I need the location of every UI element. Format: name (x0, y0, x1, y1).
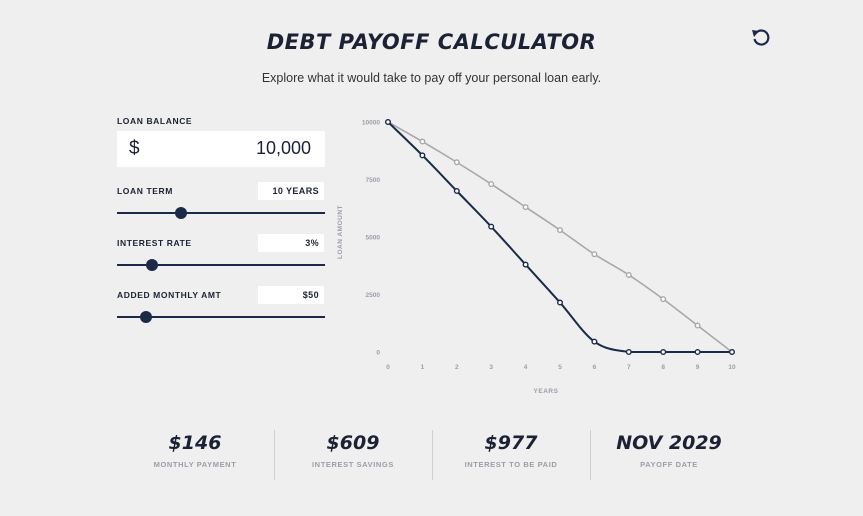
added-monthly-label: ADDED MONTHLY AMT (117, 290, 222, 300)
y-tick-label: 10000 (362, 120, 380, 127)
stat-monthly-payment: $146 MONTHLY PAYMENT (120, 432, 270, 469)
y-tick-label: 2500 (366, 292, 381, 299)
data-point (419, 152, 426, 159)
divider (274, 430, 275, 480)
loan-term-slider-track[interactable] (117, 212, 325, 214)
data-point (488, 223, 495, 230)
loan-balance-label: LOAN BALANCE (117, 116, 193, 126)
data-point (591, 338, 598, 345)
loan-term-label: LOAN TERM (117, 186, 173, 196)
stat-value: $977 (484, 432, 538, 454)
loan-chart: 10000 7500 5000 2500 0 0 1 2 3 4 5 6 7 8 9 10 LOAN AMO… (337, 119, 736, 395)
data-point (419, 138, 426, 145)
data-point (488, 181, 495, 188)
added-monthly-value[interactable]: $50 (258, 286, 324, 304)
stat-interest-to-be-paid: $977 INTEREST TO BE PAID (436, 432, 586, 469)
x-tick-label: 6 (593, 364, 597, 371)
y-tick-label: 5000 (366, 235, 381, 242)
x-tick-label: 3 (489, 364, 493, 371)
stat-value: NOV 2029 (616, 432, 722, 454)
interest-rate-value[interactable]: 3% (258, 234, 324, 252)
data-point (453, 187, 460, 194)
stat-label: INTEREST TO BE PAID (464, 460, 558, 469)
data-point (694, 322, 701, 329)
stat-payoff-date: NOV 2029 PAYOFF DATE (594, 432, 744, 469)
series-line (387, 121, 732, 353)
x-tick-label: 9 (696, 364, 700, 371)
data-point (729, 348, 736, 355)
stat-value: $146 (168, 432, 222, 454)
data-point (694, 348, 701, 355)
x-tick-label: 1 (421, 364, 425, 371)
loan-term-slider-thumb[interactable] (175, 207, 188, 219)
data-point (453, 159, 460, 166)
stat-interest-savings: $609 INTEREST SAVINGS (278, 432, 428, 469)
stat-label: PAYOFF DATE (640, 460, 698, 469)
y-tick-label: 7500 (366, 177, 381, 184)
added-monthly-slider-track[interactable] (117, 316, 325, 318)
data-point (625, 348, 632, 355)
divider (432, 430, 433, 480)
x-tick-label: 2 (455, 364, 459, 371)
interest-rate-slider-thumb[interactable] (146, 259, 159, 271)
loan-term-value[interactable]: 10 YEARS (258, 182, 324, 200)
page-title: DEBT PAYOFF CALCULATOR (266, 30, 597, 54)
page-subtitle: Explore what it would take to pay off yo… (261, 71, 602, 85)
stat-label: INTEREST SAVINGS (312, 460, 394, 469)
data-point (591, 251, 598, 258)
x-tick-label: 0 (386, 364, 390, 371)
data-point (556, 299, 563, 306)
data-point (625, 271, 632, 278)
x-tick-label: 10 (728, 364, 736, 371)
stat-label: MONTHLY PAYMENT (153, 460, 237, 469)
data-point (660, 296, 667, 303)
interest-rate-label: INTEREST RATE (117, 238, 192, 248)
data-point (385, 119, 392, 126)
loan-balance-input[interactable] (159, 137, 313, 160)
data-point (556, 227, 563, 234)
divider (590, 430, 591, 480)
x-tick-label: 7 (627, 364, 631, 371)
y-tick-label: 0 (376, 350, 380, 357)
currency-symbol: $ (129, 138, 140, 159)
data-point (522, 204, 529, 211)
stat-value: $609 (326, 432, 380, 454)
x-tick-label: 5 (558, 364, 562, 371)
added-monthly-slider-thumb[interactable] (140, 311, 153, 323)
interest-rate-slider-track[interactable] (117, 264, 325, 266)
data-point (522, 261, 529, 268)
x-tick-label: 4 (524, 364, 528, 371)
data-point (660, 348, 667, 355)
x-tick-label: 8 (661, 364, 665, 371)
loan-balance-field[interactable]: $ (117, 131, 325, 167)
x-axis-label: YEARS (534, 388, 559, 395)
reset-button[interactable] (750, 27, 772, 49)
y-axis-label: LOAN AMOUNT (337, 205, 344, 259)
series-line (387, 121, 733, 353)
reset-icon (752, 29, 770, 46)
